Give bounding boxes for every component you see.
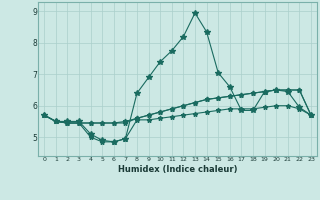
X-axis label: Humidex (Indice chaleur): Humidex (Indice chaleur) (118, 165, 237, 174)
